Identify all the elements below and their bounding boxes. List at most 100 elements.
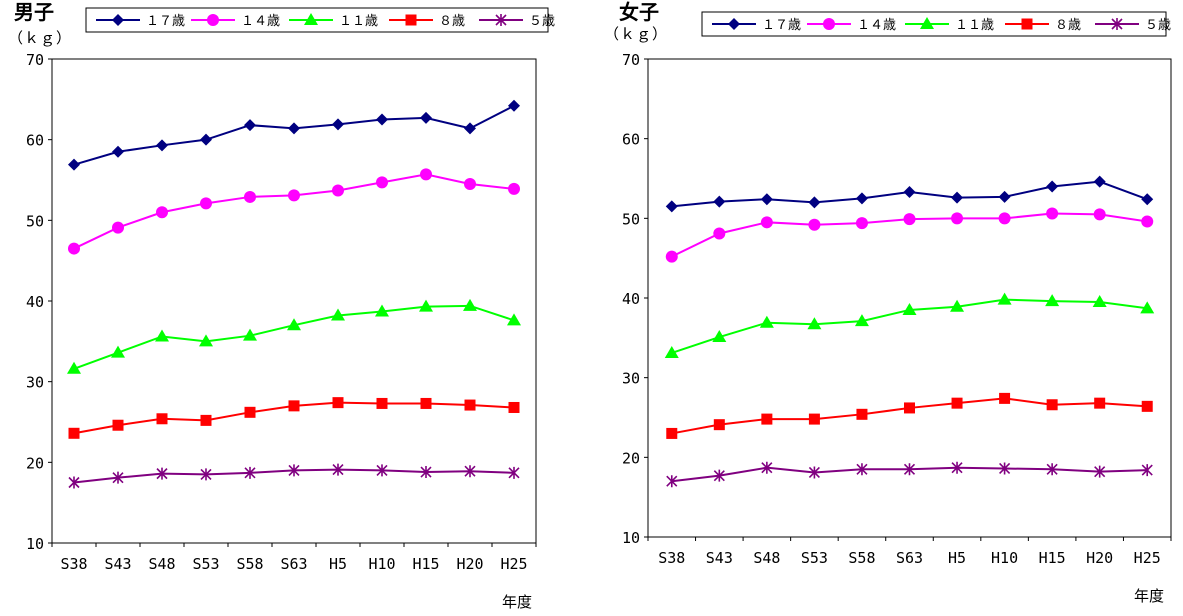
data-point <box>1141 464 1153 477</box>
data-point <box>420 168 432 181</box>
legend-marker <box>495 14 507 26</box>
data-point <box>951 212 964 225</box>
legend-marker <box>112 14 124 26</box>
x-tick-label: H15 <box>1039 549 1066 567</box>
data-point <box>903 213 916 226</box>
x-tick-label: S43 <box>104 555 131 573</box>
data-point <box>760 216 773 229</box>
legend-marker <box>1021 18 1033 30</box>
y-tick-label: 50 <box>26 212 44 230</box>
data-point <box>1140 301 1155 314</box>
x-tick-label: H10 <box>368 555 395 573</box>
data-point <box>463 298 477 311</box>
data-point <box>1141 215 1154 228</box>
series-square <box>68 397 520 439</box>
data-point <box>156 413 168 425</box>
data-point <box>999 462 1011 475</box>
data-point <box>807 317 822 330</box>
data-point <box>244 466 256 479</box>
series-asterisk <box>68 463 520 489</box>
legend-marker <box>207 14 219 26</box>
legend: １７歳 １４歳 １１歳 ８歳 ５歳 <box>85 7 555 33</box>
data-point <box>288 400 300 412</box>
y-tick-label: 10 <box>26 535 44 553</box>
x-tick-label: H25 <box>1134 549 1161 567</box>
x-tick-label: S48 <box>148 555 175 573</box>
data-point <box>288 189 300 202</box>
data-point <box>67 361 81 374</box>
y-tick-label: 30 <box>26 374 44 392</box>
legend-label: １１歳 <box>955 18 994 33</box>
x-tick-label: S38 <box>658 549 685 567</box>
data-point <box>1046 399 1058 411</box>
y-tick-label: 10 <box>622 529 640 547</box>
series-asterisk <box>666 461 1153 488</box>
y-tick-label: 20 <box>622 449 640 467</box>
data-point <box>464 122 476 135</box>
series-diamond <box>665 175 1154 213</box>
data-point <box>200 468 212 481</box>
data-point <box>68 476 80 489</box>
legend-label: ８歳 <box>439 14 465 29</box>
y-tick-label: 40 <box>622 290 640 308</box>
data-point <box>903 186 916 199</box>
data-point <box>156 467 168 480</box>
data-point <box>665 200 678 213</box>
data-point <box>950 299 965 312</box>
data-point <box>419 299 433 312</box>
data-point <box>112 471 124 484</box>
data-point <box>1094 397 1106 409</box>
y-tick-label: 70 <box>622 51 640 69</box>
data-point <box>1094 465 1106 478</box>
data-point <box>951 191 964 204</box>
data-point <box>376 464 388 477</box>
data-point <box>761 461 773 474</box>
data-point <box>332 118 344 131</box>
data-point <box>856 408 868 420</box>
legend-label: １４歳 <box>857 18 896 33</box>
data-point <box>420 397 432 409</box>
x-tick-label: S53 <box>192 555 219 573</box>
legend-label: １１歳 <box>339 14 378 29</box>
data-point <box>1046 207 1059 220</box>
data-point <box>420 466 432 479</box>
legend-marker <box>304 13 318 25</box>
x-tick-label: H5 <box>329 555 347 573</box>
x-tick-label: H25 <box>500 555 527 573</box>
data-point <box>1093 208 1106 221</box>
data-point <box>666 475 678 488</box>
x-tick-label: H20 <box>456 555 483 573</box>
data-point <box>376 113 388 126</box>
data-point <box>243 328 257 341</box>
data-point <box>331 308 345 321</box>
data-point <box>376 397 388 409</box>
y-tick-label: 40 <box>26 293 44 311</box>
data-point <box>1092 294 1107 307</box>
x-tick-label: S63 <box>896 549 923 567</box>
chart-title: 男子 <box>14 0 54 24</box>
data-point <box>464 178 476 191</box>
data-point <box>904 402 915 414</box>
data-point <box>1141 193 1154 206</box>
data-point <box>200 133 212 146</box>
data-point <box>759 315 774 328</box>
data-point <box>856 463 868 476</box>
legend-marker <box>1111 18 1123 30</box>
data-point <box>111 345 125 358</box>
data-point <box>760 193 773 206</box>
x-tick-label: H10 <box>991 549 1018 567</box>
data-point <box>507 313 521 326</box>
legend-label: ５歳 <box>1145 18 1171 33</box>
x-tick-label: S53 <box>801 549 828 567</box>
data-point <box>665 250 678 263</box>
data-point <box>420 111 432 124</box>
y-tick-label: 20 <box>26 454 44 472</box>
data-point <box>761 413 773 425</box>
data-point <box>902 302 917 315</box>
y-axis-unit-label: （ｋｇ） <box>8 29 73 47</box>
data-point <box>244 406 256 418</box>
data-point <box>808 466 820 479</box>
data-point <box>508 401 520 413</box>
data-point <box>464 399 476 411</box>
